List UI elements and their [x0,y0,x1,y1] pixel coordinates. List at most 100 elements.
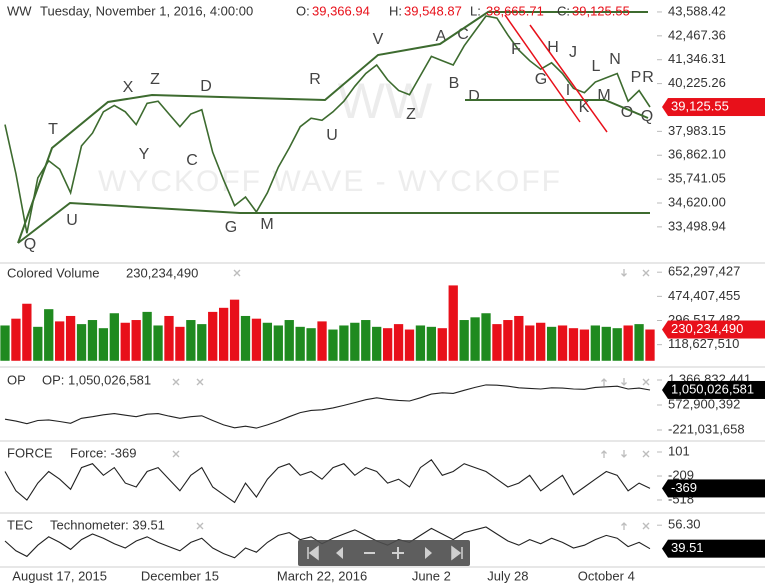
wave-annotation: D [200,78,212,95]
last-value-box [668,380,765,399]
move-up-icon[interactable] [620,522,628,530]
volume-bar [459,320,469,361]
close-icon[interactable] [642,378,650,386]
close-icon[interactable] [172,450,180,458]
y-tick-label: 36,862.10 [668,147,726,162]
volume-bar [382,328,393,361]
wave-annotation: J [569,44,577,61]
volume-bar [437,328,447,361]
last-value-box [668,320,765,339]
volume-bar [525,325,535,361]
x-tick-label: June 2 [412,568,451,583]
panel-title: TEC [7,517,33,532]
y-tick-label: 37,983.15 [668,123,726,138]
y-tick-label: 101 [668,443,690,458]
wave-annotation: C [457,26,469,43]
volume-bar [601,326,611,361]
volume-bar [503,320,513,361]
volume-bar [208,311,218,361]
volume-bar [415,325,426,361]
ohlc-value: 38,665.71 [486,3,544,18]
y-tick-label: 652,297,427 [668,264,740,279]
wave-annotation: K [579,99,590,116]
wave-annotation: A [436,28,447,45]
symbol: WW [7,3,32,18]
y-tick-label: 43,588.42 [668,3,726,18]
volume-bar [65,315,76,361]
move-up-icon[interactable] [600,450,608,458]
x-tick-label: August 17, 2015 [12,568,107,583]
channel-line [529,24,608,133]
last-value-label: -369 [671,480,697,495]
navigation-toolbar [298,540,470,566]
plots: 43,588.42 42,467.36 41,346.31 40,225.26 37,9… [0,3,765,583]
wave-annotation: V [373,31,384,48]
y-tick-label: -209 [668,467,694,482]
volume-bar [481,313,491,361]
wave-annotation: T [48,121,58,138]
wave-annotation: G [225,219,237,236]
toolbar-background [298,540,470,566]
volume-bar [284,320,294,361]
volume-bar [579,329,590,361]
watermark-subtitle: WYCKOFF WAVE - WYCKOFF [98,165,562,198]
volume-bar [557,325,568,361]
volume-bar [175,326,185,361]
panel-title: OP [7,372,26,387]
y-tick-label: 572,900,392 [668,396,740,411]
trend-line [17,201,650,244]
wave-annotation: X [123,79,134,96]
panel-icons [172,269,650,530]
volume-bar [251,318,262,361]
volume-bar [33,326,43,361]
volume-bar [55,321,65,361]
wave-annotation: B [449,75,460,92]
ohlc-value: 39,366.94 [312,3,370,18]
volume-bar [273,325,283,361]
close-icon[interactable] [642,522,650,530]
scroll-start-button[interactable] [307,545,319,561]
volume-bar [229,299,240,361]
zoom-in-button[interactable] [392,547,404,559]
close-icon[interactable] [642,269,650,277]
ohlc-label: H: [389,3,402,18]
close-icon[interactable] [642,450,650,458]
wave-annotation: Q [24,236,36,253]
volume-bar [361,320,371,361]
volume-bar [295,326,305,361]
wave-annotation: P [631,69,642,86]
last-value-pointer [662,479,668,498]
volume-bar [109,313,119,361]
y-tick-label: 35,741.05 [668,171,726,186]
last-value-pointer [662,98,668,117]
move-down-icon[interactable] [620,450,628,458]
volume-bar [590,325,600,361]
last-value-box [668,98,765,117]
volume-bar [131,320,141,361]
scroll-right-button[interactable] [425,547,432,559]
y-tick-label: 118,627,510 [668,336,739,351]
move-down-icon[interactable] [620,378,628,386]
volume-bar [448,285,458,361]
channel-line [504,14,581,123]
volume-bar [426,326,437,361]
x-tick-label: March 22, 2016 [277,568,367,583]
panel-legend: Force: -369 [70,445,136,460]
volume-bar [11,318,21,361]
scroll-left-button[interactable] [336,547,343,559]
close-icon[interactable] [196,522,204,530]
move-down-icon[interactable] [620,269,628,277]
move-up-icon[interactable] [600,378,608,386]
close-icon[interactable] [196,378,204,386]
wave-annotation: H [547,39,559,56]
wave-annotation: C [186,152,198,169]
wave-annotation: M [260,216,273,233]
volume-bar [328,329,338,361]
panel-legend: Technometer: 39.51 [50,517,165,532]
panel-title: FORCE [7,445,53,460]
close-icon[interactable] [172,378,180,386]
indicator-line [4,459,651,504]
scroll-end-button[interactable] [451,545,463,561]
separators [0,262,765,568]
close-icon[interactable] [233,269,241,277]
